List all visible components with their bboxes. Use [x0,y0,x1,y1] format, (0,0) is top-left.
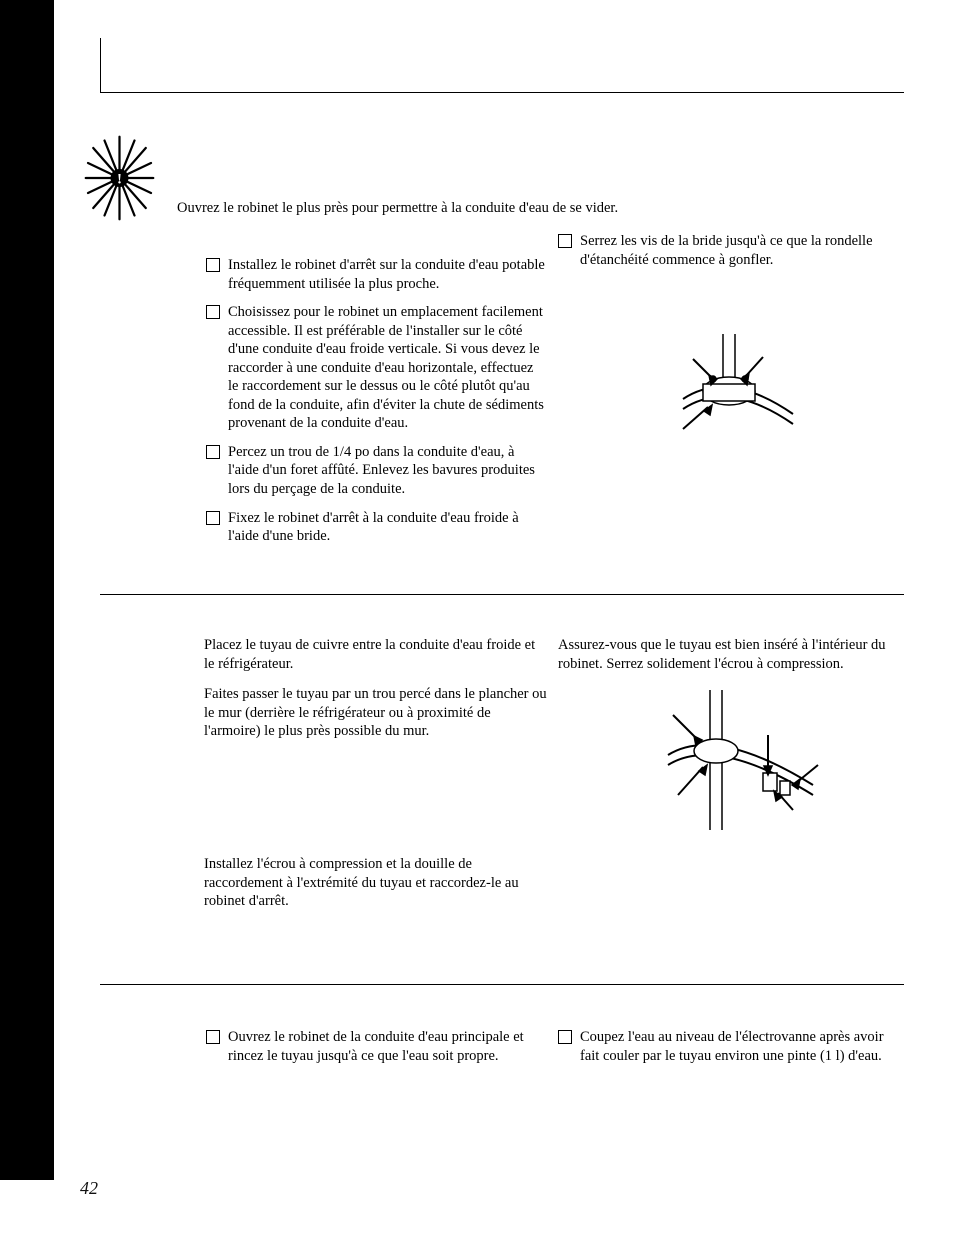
left-black-bar [0,0,54,1180]
checkbox-icon [558,1030,572,1044]
compression-nut-illustration [558,685,898,841]
section1-right-col: Serrez les vis de la bride jusqu'à ce qu… [558,232,898,465]
checklist-item: Installez le robinet d'arrêt sur la cond… [206,256,546,293]
top-left-tick [100,38,101,92]
checklist-text: Percez un trou de 1/4 po dans la conduit… [228,444,535,497]
paragraph: Placez le tuyau de cuivre entre la condu… [204,636,549,673]
checkbox-icon [206,445,220,459]
checkbox-icon [206,305,220,319]
checklist-item: Percez un trou de 1/4 po dans la conduit… [206,443,546,499]
section-divider-1 [100,594,904,595]
checkbox-icon [558,234,572,248]
checklist-text: Serrez les vis de la bride jusqu'à ce qu… [580,233,873,268]
checklist-text: Ouvrez le robinet de la conduite d'eau p… [228,1029,524,1064]
top-horizontal-rule [100,92,904,93]
checklist-item: Serrez les vis de la bride jusqu'à ce qu… [558,232,898,269]
section-divider-2 [100,984,904,985]
page-number: 42 [80,1178,98,1199]
checklist-text: Coupez l'eau au niveau de l'électrovanne… [580,1029,884,1064]
checklist-item: Choisissez pour le robinet un emplacemen… [206,303,546,433]
valve-clamp-illustration [558,329,898,465]
intro-text: Ouvrez le robinet le plus près pour perm… [177,200,877,217]
checklist-text: Choisissez pour le robinet un emplacemen… [228,304,544,431]
checkbox-icon [206,511,220,525]
section3-left-col: Ouvrez le robinet de la conduite d'eau p… [206,1028,546,1075]
section2-left-col: Placez le tuyau de cuivre entre la condu… [204,636,549,753]
svg-text:!: ! [117,171,122,187]
checklist-item: Ouvrez le robinet de la conduite d'eau p… [206,1028,546,1065]
paragraph: Installez l'écrou à compression et la do… [204,855,549,911]
paragraph: Assurez-vous que le tuyau est bien insér… [558,636,898,673]
checklist-item: Fixez le robinet d'arrêt à la conduite d… [206,509,546,546]
checkbox-icon [206,258,220,272]
section2-left-col-2: Installez l'écrou à compression et la do… [204,855,549,923]
checklist-text: Installez le robinet d'arrêt sur la cond… [228,257,545,292]
section3-right-col: Coupez l'eau au niveau de l'électrovanne… [558,1028,898,1075]
burst-icon: ! [82,128,157,228]
section2-right-col: Assurez-vous que le tuyau est bien insér… [558,636,898,841]
paragraph: Faites passer le tuyau par un trou percé… [204,685,549,741]
checklist-text: Fixez le robinet d'arrêt à la conduite d… [228,510,519,545]
checklist-item: Coupez l'eau au niveau de l'électrovanne… [558,1028,898,1065]
checkbox-icon [206,1030,220,1044]
section1-left-col: Installez le robinet d'arrêt sur la cond… [206,256,546,556]
